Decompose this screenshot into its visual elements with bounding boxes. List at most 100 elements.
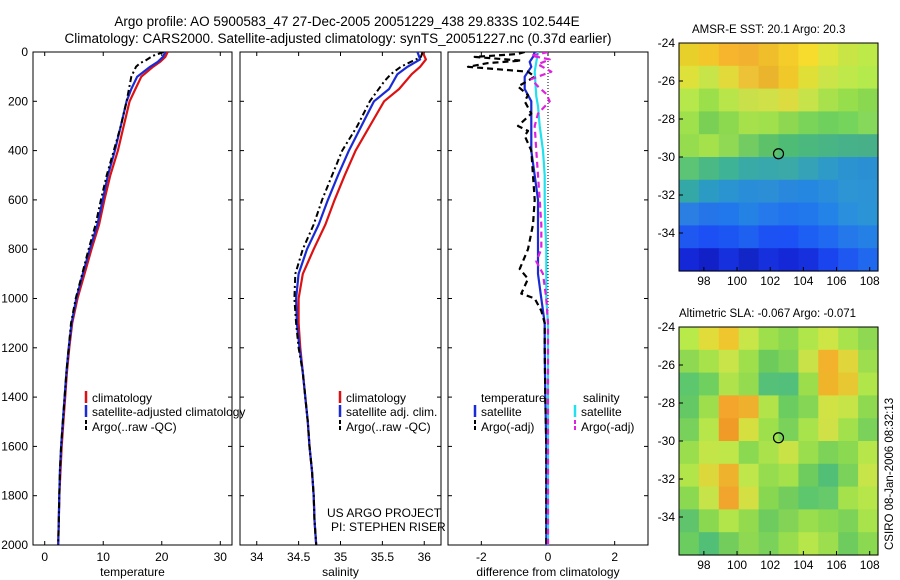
heatmap-cell (778, 248, 799, 272)
heatmap-cell (818, 463, 839, 488)
heatmap-cell (718, 395, 740, 419)
heatmap-cell (758, 43, 780, 67)
heatmap-cell (778, 134, 799, 158)
y-tick-label: -30 (658, 434, 676, 448)
series-line-satellite-adj-clim- (295, 52, 422, 545)
heatmap-cell (838, 134, 859, 158)
figure-title-line2: Climatology: CARS2000. Satellite-adjuste… (64, 31, 611, 46)
legend-label-temp-argo: Argo(-adj) (481, 420, 534, 434)
heatmap-cell (758, 327, 780, 351)
heatmap-cell (778, 486, 799, 510)
heatmap-cell (798, 248, 819, 272)
heatmap-cell (738, 179, 760, 204)
heatmap-cell (698, 349, 720, 374)
y-tick-label: -26 (658, 358, 676, 372)
heatmap-cell (838, 157, 859, 181)
y-tick-label: -24 (658, 36, 676, 50)
heatmap-cell (778, 349, 799, 374)
heatmap-cell (818, 88, 839, 112)
y-tick-label: 0 (21, 45, 28, 59)
heatmap-cell (858, 157, 879, 181)
heatmap-cell (718, 225, 740, 249)
heatmap-cell (738, 418, 760, 442)
y-tick-label: 2000 (1, 538, 28, 552)
heatmap-cell (818, 418, 839, 442)
heatmap-cell (758, 134, 780, 158)
heatmap-cell (698, 248, 720, 272)
x-tick-label: 20 (155, 550, 169, 564)
heatmap-cell (738, 225, 760, 249)
heatmap-cell (838, 111, 859, 135)
heatmap-cell (718, 441, 740, 465)
heatmap-cell (738, 349, 760, 374)
heatmap-cell (838, 532, 859, 556)
heatmap-cell (838, 179, 859, 204)
heatmap-cell (738, 248, 760, 272)
heatmap-cell (758, 179, 780, 204)
y-tick-label: 600 (8, 193, 28, 207)
x-tick-label: 106 (827, 558, 847, 572)
x-tick-label: 108 (860, 558, 880, 572)
heatmap-cell (818, 111, 839, 135)
heatmap-cell (778, 372, 799, 396)
heatmap-cell (679, 486, 700, 510)
x-axis-label: salinity (322, 565, 359, 579)
heatmap-cell (758, 532, 780, 556)
heatmap-cell (798, 349, 819, 374)
heatmap-cell (838, 395, 859, 419)
x-tick-label: 104 (793, 558, 813, 572)
heatmap-cell (718, 65, 740, 90)
heatmap-cell (698, 441, 720, 465)
heatmap-cell (758, 441, 780, 465)
heatmap-cell (738, 372, 760, 396)
heatmap-cell (758, 463, 780, 488)
legend-label-sal-argo: Argo(-adj) (581, 420, 634, 434)
y-tick-label: -34 (658, 510, 676, 524)
legend-label-argo: Argo(..raw -QC) (346, 420, 431, 434)
heatmap-cell (679, 134, 700, 158)
heatmap-cell (858, 202, 879, 226)
heatmap-cell (758, 509, 780, 533)
heatmap-cell (818, 486, 839, 510)
x-tick-label: 100 (727, 558, 747, 572)
heatmap-cell (758, 111, 780, 135)
heatmap-cell (838, 372, 859, 396)
legend-label-sal-satellite: satellite (581, 405, 622, 419)
heatmap-cell (858, 395, 879, 419)
heatmap-cell (778, 225, 799, 249)
series-line-temperature-argo-adj- (466, 52, 548, 545)
legend-label-argo: Argo(..raw -QC) (92, 420, 177, 434)
heatmap-cell (738, 395, 760, 419)
heatmap-cell (838, 418, 859, 442)
heatmap-cell (718, 202, 740, 226)
heatmap-cell (718, 349, 740, 374)
heatmap-cell (718, 88, 740, 112)
heatmap-cell (679, 327, 700, 351)
y-tick-label: 1200 (1, 341, 28, 355)
heatmap-cell (698, 225, 720, 249)
x-axis-label: difference from climatology (476, 565, 619, 579)
heatmap-cell (838, 88, 859, 112)
heatmap-cell (818, 532, 839, 556)
heatmap-cell (778, 418, 799, 442)
heatmap-cell (679, 248, 700, 272)
heatmap-cell (858, 418, 879, 442)
heatmap-cell (818, 225, 839, 249)
heatmap-cell (818, 349, 839, 374)
legend-label-satellite: satellite adj. clim. (346, 405, 437, 419)
heatmap-cell (758, 157, 780, 181)
heatmap-cell (679, 225, 700, 249)
heatmap-cell (818, 248, 839, 272)
heatmap-cell (698, 43, 720, 67)
heatmap-cell (698, 179, 720, 204)
heatmap-cell (818, 372, 839, 396)
legend-label-climatology: climatology (346, 391, 406, 405)
heatmap-cell (698, 418, 720, 442)
heatmap-cell (738, 441, 760, 465)
series-line-salinity-satellite (533, 52, 550, 545)
x-tick-label: -2 (476, 550, 487, 564)
heatmap-cell (698, 486, 720, 510)
heatmap-cell (758, 486, 780, 510)
difference-legend: temperature salinity satellite Argo(-adj… (473, 391, 634, 434)
heatmap-cell (818, 43, 839, 67)
